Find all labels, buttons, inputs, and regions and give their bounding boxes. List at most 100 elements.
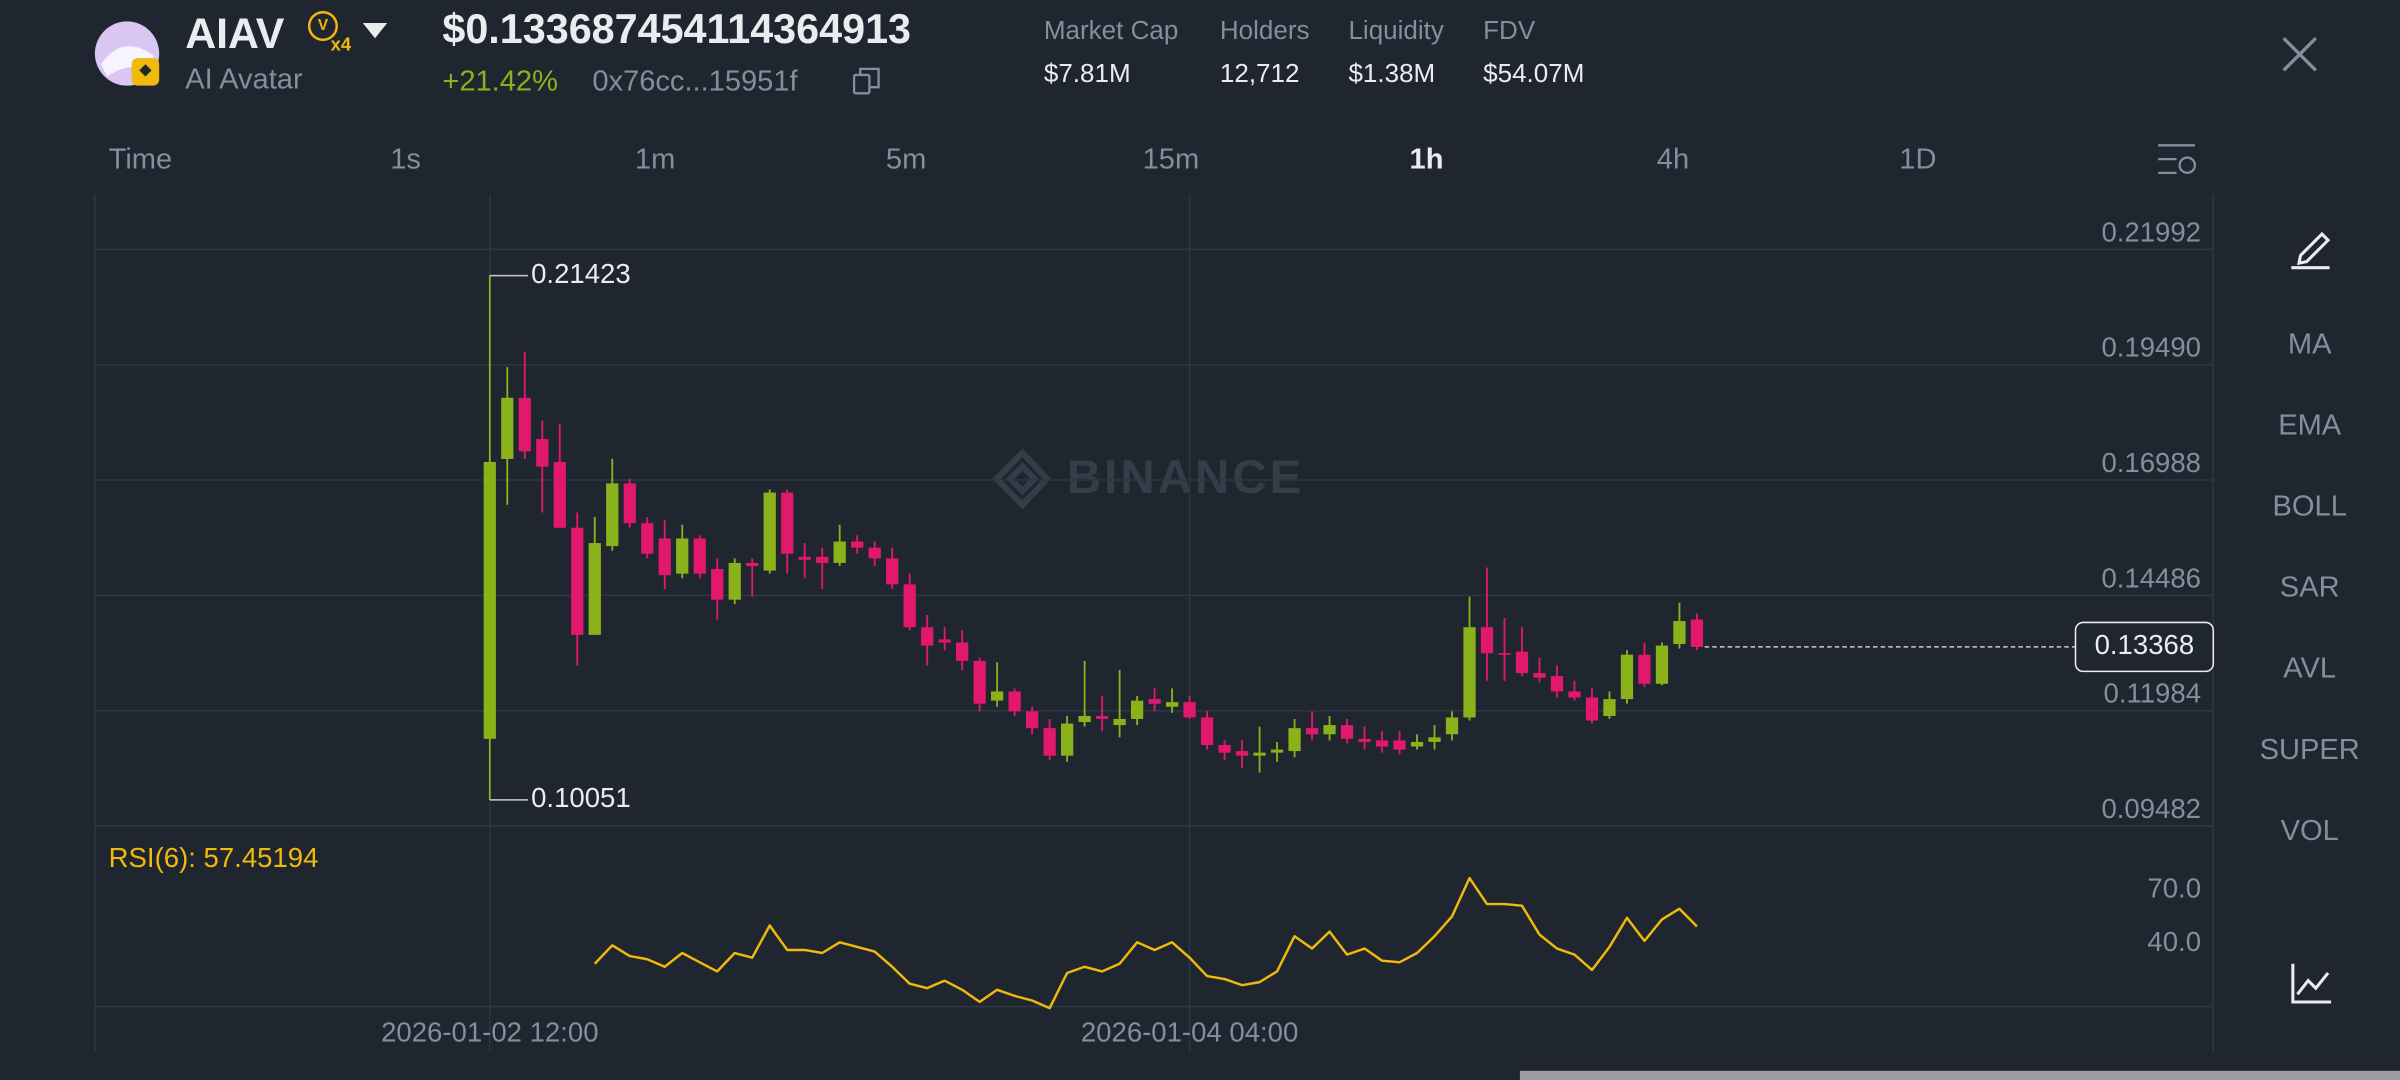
indicator-button[interactable]: EMA xyxy=(2278,409,2342,441)
indicator-button[interactable]: AVL xyxy=(2283,653,2336,685)
high-label: 0.21423 xyxy=(531,258,631,289)
indicator-button[interactable]: MA xyxy=(2288,328,2332,360)
chart-settings-button[interactable] xyxy=(2158,144,2197,175)
low-label: 0.10051 xyxy=(531,782,631,813)
x-tick-label: 2026-01-02 12:00 xyxy=(381,1016,598,1047)
stat-label: Holders xyxy=(1220,15,1310,45)
candle-body xyxy=(886,558,899,585)
rsi-line xyxy=(593,876,1698,1010)
candle-body xyxy=(588,543,601,635)
candle-body xyxy=(816,556,829,563)
y-tick-label: 0.21992 xyxy=(2101,216,2201,247)
candle-body xyxy=(1498,653,1511,655)
candle-body xyxy=(1340,725,1354,739)
close-button[interactable] xyxy=(2282,37,2318,72)
indicator-chart-button[interactable] xyxy=(2291,963,2332,1004)
verified-badge-mark: V xyxy=(318,17,329,34)
interval-label: Time xyxy=(109,143,173,175)
indicator-title: RSI(6): 57.45194 xyxy=(109,842,319,873)
candle-body xyxy=(1603,699,1616,716)
stat-value: $1.38M xyxy=(1348,58,1435,88)
token-dropdown[interactable] xyxy=(362,22,388,39)
indicator-button[interactable]: SAR xyxy=(2280,572,2340,604)
stat-label: FDV xyxy=(1483,15,1536,45)
candle-body xyxy=(798,556,811,560)
indicator-button[interactable]: SUPER xyxy=(2260,734,2360,766)
candle-body xyxy=(1218,744,1231,753)
candle-body xyxy=(1008,691,1021,712)
candle-body xyxy=(1200,717,1214,745)
stat-value: $54.07M xyxy=(1483,58,1584,88)
candle-body xyxy=(641,523,654,554)
stat-label: Market Cap xyxy=(1044,15,1178,45)
candle-body xyxy=(1463,627,1476,718)
candle-body xyxy=(1270,749,1284,753)
interval-tab[interactable]: 1D xyxy=(1899,143,1936,175)
candle-body xyxy=(1550,676,1564,692)
watermark: BINANCE xyxy=(1067,451,1305,504)
candle-body xyxy=(1113,718,1126,726)
interval-tab[interactable]: 1s xyxy=(390,143,421,175)
candle-body xyxy=(833,541,846,563)
draw-tool-button[interactable] xyxy=(2291,231,2331,270)
candle-body xyxy=(1095,715,1109,719)
candle-body xyxy=(1078,715,1091,723)
y-tick-label: 0.11984 xyxy=(2104,678,2202,709)
watermark-logo xyxy=(992,448,1052,510)
candle-body xyxy=(1533,673,1546,678)
x-tick-label: 2026-01-04 04:00 xyxy=(1081,1016,1298,1047)
candle-body xyxy=(851,541,864,548)
stat-value: $7.81M xyxy=(1044,58,1131,88)
candle-body xyxy=(1690,619,1704,647)
candle-body xyxy=(676,538,689,574)
candle-body xyxy=(571,527,584,635)
copy-button[interactable] xyxy=(852,67,880,95)
candle-body xyxy=(1428,737,1441,742)
verified-badge xyxy=(307,11,338,41)
candle-body xyxy=(483,461,496,739)
candle-body xyxy=(1183,702,1196,718)
candle-body xyxy=(1585,697,1599,721)
candle-body xyxy=(536,439,549,467)
candle-body xyxy=(1620,654,1634,700)
last-price-label: 0.13368 xyxy=(2095,629,2195,660)
candle-body xyxy=(763,492,776,571)
token-price: $0.133687454114364913 xyxy=(442,6,911,52)
y-tick-label: 40.0 xyxy=(2147,926,2201,957)
candle-body xyxy=(553,461,566,528)
candle-body xyxy=(518,397,531,452)
candle-body xyxy=(991,691,1004,701)
candle-body xyxy=(1043,728,1056,756)
candle-body xyxy=(501,397,514,459)
candle-body xyxy=(1323,725,1336,735)
indicator-button[interactable]: BOLL xyxy=(2273,491,2347,523)
price-change: +21.42% xyxy=(442,65,558,97)
interval-tab[interactable]: 1m xyxy=(635,143,675,175)
candle-body xyxy=(1061,723,1074,756)
token-symbol: AIAV xyxy=(185,10,285,58)
candle-body xyxy=(973,660,986,704)
candle-body xyxy=(1165,702,1179,707)
candle-body xyxy=(903,584,916,628)
indicator-button[interactable]: VOL xyxy=(2281,815,2339,847)
y-tick-label: 0.16988 xyxy=(2101,447,2201,478)
interval-tab[interactable]: 4h xyxy=(1657,143,1689,175)
candle-body xyxy=(1026,711,1039,729)
candle-body xyxy=(1673,621,1686,645)
candle-body xyxy=(693,538,706,574)
candle-body xyxy=(1375,740,1389,747)
candle-body xyxy=(938,639,951,643)
interval-tab[interactable]: 15m xyxy=(1143,143,1200,175)
multiplier-badge: x4 xyxy=(331,34,352,55)
candle-body xyxy=(1305,728,1319,735)
candle-body xyxy=(1253,752,1266,756)
scroll-indicator xyxy=(1519,1070,2400,1080)
interval-tab[interactable]: 1h xyxy=(1410,143,1444,175)
candle-body xyxy=(1568,691,1581,698)
interval-tab[interactable]: 5m xyxy=(886,143,926,175)
candle-body xyxy=(1235,751,1249,756)
candle-body xyxy=(1480,627,1494,654)
candle-body xyxy=(728,562,741,600)
candle-body xyxy=(868,547,881,559)
